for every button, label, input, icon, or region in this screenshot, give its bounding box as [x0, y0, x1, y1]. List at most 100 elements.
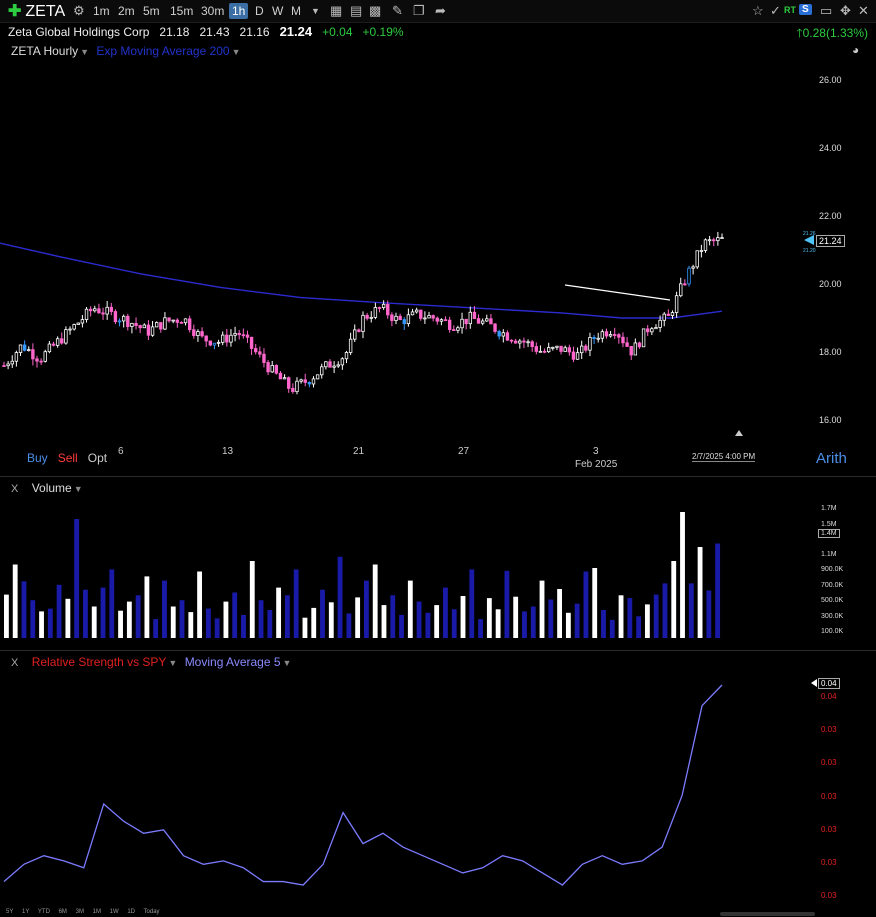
candle-body: [414, 309, 419, 313]
close-rs-icon[interactable]: X: [11, 657, 19, 669]
candle-body: [427, 315, 431, 319]
window-minimize-icon[interactable]: ▭: [820, 3, 833, 18]
draw-pencil-icon[interactable]: ✎: [392, 3, 403, 18]
favorite-star-icon[interactable]: ☆: [752, 3, 764, 18]
candle-body: [336, 364, 340, 367]
candle-body: [513, 340, 518, 344]
candle-body: [204, 335, 208, 342]
x-tick-27: 27: [458, 446, 470, 457]
panel-divider-1[interactable]: [0, 476, 876, 477]
scale-toggle[interactable]: Arith: [816, 450, 847, 467]
rs-tick-3: 0.03: [821, 758, 837, 767]
candle-body: [299, 379, 303, 382]
interval-15m[interactable]: 15m: [170, 4, 194, 18]
candle-body: [154, 322, 159, 328]
candle-body: [658, 319, 662, 328]
options-button[interactable]: Opt: [87, 451, 108, 465]
interval-1h[interactable]: 1h: [229, 3, 249, 19]
chart-options-icon[interactable]: ◕: [852, 43, 860, 57]
range-1y[interactable]: 1Y: [22, 909, 30, 915]
chart-title[interactable]: ZETA Hourly: [11, 44, 79, 58]
interval-weekly[interactable]: W: [272, 4, 284, 18]
volume-bar: [170, 606, 176, 638]
interval-daily[interactable]: D: [255, 4, 264, 18]
volume-bar: [267, 610, 273, 638]
volume-title[interactable]: Volume: [31, 481, 72, 495]
rs-ma-label[interactable]: Moving Average 5: [184, 655, 281, 669]
s-badge[interactable]: S: [799, 4, 812, 15]
candle-body: [563, 347, 567, 352]
range-5y[interactable]: 5Y: [6, 909, 14, 915]
interval-1m[interactable]: 1m: [93, 4, 110, 18]
symbol-box[interactable]: ✚ ZETA: [8, 1, 65, 21]
checkmark-icon[interactable]: ✓: [770, 3, 781, 18]
volume-bar: [486, 598, 492, 638]
volume-bar: [258, 600, 264, 638]
close-volume-icon[interactable]: X: [11, 483, 19, 495]
interval-5m[interactable]: 5m: [143, 4, 160, 18]
range-6m[interactable]: 6M: [58, 909, 67, 915]
interval-dropdown-icon[interactable]: ▼: [311, 6, 320, 16]
rs-title[interactable]: Relative Strength vs SPY: [31, 655, 167, 669]
move-icon[interactable]: ✥: [840, 3, 851, 18]
rs-dropdown-icon[interactable]: ▼: [168, 658, 178, 668]
interval-30m[interactable]: 30m: [201, 4, 225, 18]
volume-dropdown-icon[interactable]: ▼: [73, 484, 83, 494]
volume-bar: [205, 608, 211, 638]
volume-chart[interactable]: [0, 495, 820, 640]
candle-body: [629, 345, 633, 356]
candle-body: [320, 366, 324, 376]
price-tag-high: 21.26: [803, 231, 816, 237]
candle-body: [464, 318, 468, 325]
range-1m[interactable]: 1M: [92, 909, 101, 915]
range-ytd[interactable]: YTD: [37, 909, 50, 915]
studies-icon[interactable]: ▩: [369, 3, 382, 18]
add-symbol-icon[interactable]: ✚: [8, 3, 22, 20]
candle-body: [674, 295, 679, 313]
scroll-end-icon[interactable]: [735, 430, 743, 436]
layouts-icon[interactable]: ❐: [413, 3, 425, 18]
candle-body: [716, 237, 720, 242]
volume-bar: [618, 595, 624, 638]
candle-body: [683, 283, 687, 286]
volume-bar: [583, 571, 589, 638]
interval-monthly[interactable]: M: [291, 4, 301, 18]
candle-body: [353, 329, 357, 340]
share-icon[interactable]: ➦: [435, 3, 446, 18]
rs-ma-dropdown-icon[interactable]: ▼: [282, 658, 292, 668]
panel-divider-2[interactable]: [0, 650, 876, 651]
horizontal-scrollbar[interactable]: [720, 912, 815, 916]
chart-type-icon[interactable]: ▦: [330, 3, 343, 18]
interval-2m[interactable]: 2m: [118, 4, 135, 18]
range-1d[interactable]: 1D: [127, 909, 135, 915]
candle-body: [604, 331, 609, 337]
candle-body: [303, 379, 307, 383]
volume-bar: [522, 611, 527, 638]
candle-body: [538, 350, 543, 353]
price-chart[interactable]: [0, 60, 876, 472]
rs-chart[interactable]: [0, 670, 820, 910]
candle-body: [505, 332, 510, 341]
range-today[interactable]: Today: [143, 909, 160, 915]
low-price: 21.16: [239, 25, 270, 39]
sell-button[interactable]: Sell: [57, 451, 78, 465]
bar-style-icon[interactable]: ▤: [350, 3, 363, 18]
close-icon[interactable]: ✕: [858, 3, 869, 18]
range-1w[interactable]: 1W: [109, 909, 119, 915]
range-3m[interactable]: 3M: [75, 909, 84, 915]
vol-tick-6: 700.0K: [821, 582, 844, 589]
candle-body: [241, 334, 246, 337]
candle-body: [625, 342, 629, 347]
candle-body: [262, 353, 266, 363]
volume-bar: [293, 569, 299, 638]
buy-button[interactable]: Buy: [27, 451, 48, 465]
volume-bar: [284, 595, 290, 638]
chart-title-dropdown-icon[interactable]: ▼: [80, 47, 90, 57]
ema-indicator-label[interactable]: Exp Moving Average 200: [96, 44, 230, 58]
rs-tick-2: 0.03: [821, 725, 837, 734]
trendline-drawing: [564, 284, 671, 301]
candle-body: [530, 341, 534, 347]
ema-dropdown-icon[interactable]: ▼: [231, 47, 241, 57]
chart-settings-icon[interactable]: ⚙: [73, 3, 85, 18]
candle-body: [666, 313, 671, 316]
